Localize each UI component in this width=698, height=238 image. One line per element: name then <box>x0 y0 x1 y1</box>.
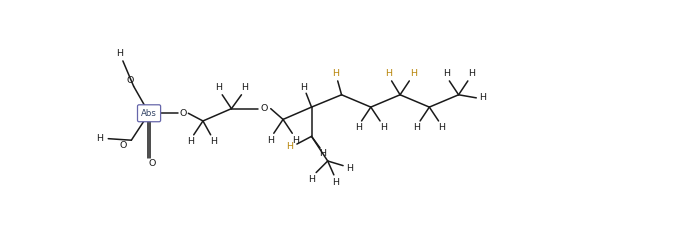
Text: H: H <box>479 93 486 102</box>
Text: H: H <box>292 136 299 145</box>
Text: H: H <box>300 83 307 92</box>
Text: H: H <box>319 149 326 158</box>
Text: H: H <box>187 137 194 146</box>
Text: H: H <box>346 164 352 173</box>
Text: O: O <box>149 159 156 168</box>
Text: O: O <box>261 104 268 113</box>
Text: H: H <box>216 83 223 92</box>
Text: H: H <box>413 123 420 132</box>
Text: H: H <box>332 178 339 187</box>
Text: H: H <box>468 69 475 79</box>
Text: H: H <box>308 175 315 184</box>
FancyBboxPatch shape <box>138 105 161 122</box>
Text: H: H <box>210 137 217 146</box>
Text: H: H <box>380 123 387 132</box>
Text: H: H <box>355 123 362 132</box>
Text: O: O <box>120 141 127 150</box>
Text: H: H <box>267 136 274 145</box>
Text: H: H <box>443 69 450 79</box>
Text: H: H <box>410 69 417 79</box>
Text: H: H <box>332 69 339 79</box>
Text: O: O <box>179 109 186 118</box>
Text: H: H <box>96 134 103 143</box>
Text: H: H <box>117 50 124 59</box>
Text: H: H <box>286 142 293 151</box>
Text: H: H <box>241 83 248 92</box>
Text: Abs: Abs <box>141 109 157 118</box>
Text: O: O <box>126 76 133 85</box>
Text: H: H <box>438 123 445 132</box>
Text: H: H <box>385 69 392 79</box>
